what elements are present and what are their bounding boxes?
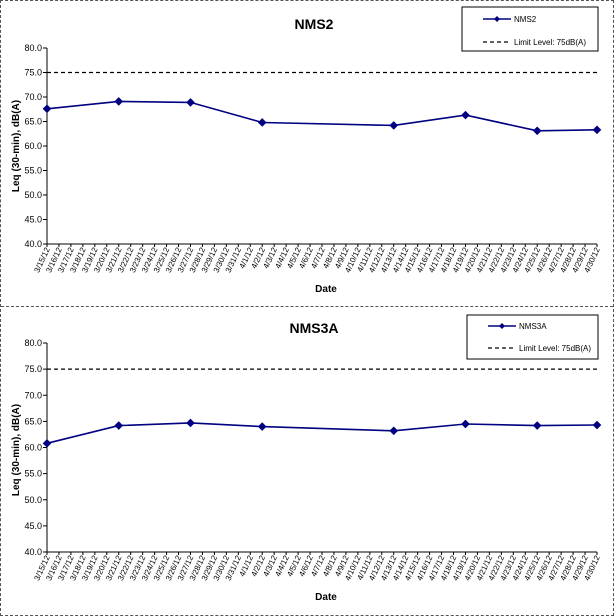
legend-box: [461, 6, 599, 52]
data-point-marker: [532, 421, 542, 430]
data-point-marker: [114, 97, 124, 106]
legend: NMS3A Limit Level: 75dB(A): [466, 314, 599, 360]
y-tick-label: 70.0: [24, 92, 42, 102]
y-tick-label: 75.0: [24, 68, 42, 78]
y-tick-label: 55.0: [24, 166, 42, 176]
chart-divider: [1, 306, 613, 307]
data-point-marker: [257, 118, 267, 127]
chart-title: NMS2: [295, 16, 334, 32]
data-point-marker: [389, 426, 399, 436]
legend-marker: [494, 16, 500, 22]
legend-label: NMS3A: [519, 322, 547, 331]
data-point-marker: [461, 110, 470, 120]
legend-marker: [499, 323, 505, 329]
chart-nms2: NMS2 Date Leq (30-min), dB(A) 40.0 45.0 50…: [11, 6, 602, 295]
y-tick-label: 60.0: [24, 443, 42, 453]
y-tick-label: 75.0: [24, 364, 42, 374]
legend-label: Limit Level: 75dB(A): [519, 344, 591, 353]
plot-area: 40.045.050.055.060.065.070.075.080.03/15…: [24, 338, 602, 582]
data-point-marker: [461, 419, 470, 429]
y-tick-label: 65.0: [24, 416, 42, 426]
chart-nms3a: NMS3A Date Leq (30-min), dB(A) 40.0 45.0 5…: [11, 314, 602, 603]
data-point-marker: [257, 422, 267, 431]
data-point-marker: [186, 418, 195, 428]
y-axis-label: Leq (30-min), dB(A): [11, 404, 22, 496]
legend-label: NMS2: [514, 15, 537, 24]
data-point-marker: [592, 420, 602, 430]
y-tick-label: 40.0: [24, 547, 42, 557]
data-point-marker: [389, 121, 399, 130]
y-tick-label: 50.0: [24, 190, 42, 200]
data-point-marker: [114, 421, 124, 430]
y-tick-label: 55.0: [24, 469, 42, 479]
chart-title: NMS3A: [289, 320, 338, 336]
y-tick-label: 40.0: [24, 239, 42, 249]
y-tick-label: 45.0: [24, 521, 42, 531]
y-axis-label: Leq (30-min), dB(A): [11, 100, 22, 192]
y-tick-label: 45.0: [24, 215, 42, 225]
y-tick-label: 65.0: [24, 117, 42, 127]
y-tick-label: 50.0: [24, 495, 42, 505]
series-line: [46, 422, 598, 445]
legend-label: Limit Level: 75dB(A): [514, 38, 586, 47]
data-point-marker: [42, 439, 52, 448]
x-axis-label: Date: [315, 592, 337, 603]
series-line: [46, 100, 598, 132]
y-tick-label: 60.0: [24, 141, 42, 151]
y-tick-label: 80.0: [24, 338, 42, 348]
legend: NMS2 Limit Level: 75dB(A): [461, 6, 599, 52]
data-point-marker: [42, 104, 52, 114]
y-tick-label: 80.0: [24, 43, 42, 53]
data-point-marker: [532, 126, 542, 136]
plot-area: 40.045.050.055.060.065.070.075.080.03/15…: [24, 43, 602, 274]
x-axis-label: Date: [315, 284, 337, 295]
data-point-marker: [186, 98, 195, 107]
data-point-marker: [592, 125, 602, 135]
y-tick-label: 70.0: [24, 390, 42, 400]
legend-box: [466, 314, 599, 360]
